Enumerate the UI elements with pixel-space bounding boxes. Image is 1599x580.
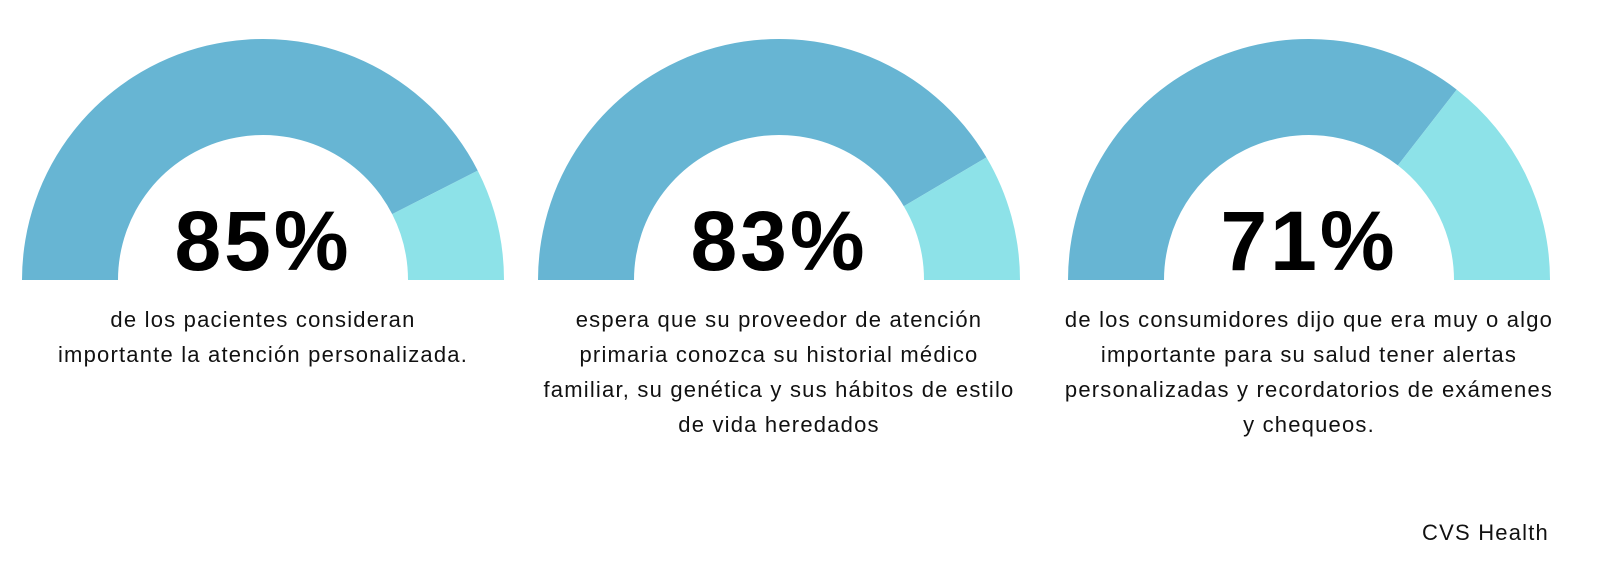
gauge-value-label: 85% bbox=[174, 194, 351, 288]
caption-1: de los pacientes consideran importante l… bbox=[57, 307, 469, 367]
gauge-remaining-arc bbox=[1397, 89, 1550, 281]
caption-3: de los consumidores dijo que era muy o a… bbox=[1064, 307, 1554, 437]
gauge-remaining-arc bbox=[903, 157, 1020, 280]
gauge-remaining-arc bbox=[392, 170, 504, 280]
gauge-value-label: 83% bbox=[690, 194, 867, 288]
gauge-filled-arc bbox=[1068, 39, 1457, 280]
gauge-value-label: 71% bbox=[1220, 194, 1397, 288]
source-label: CVS Health bbox=[1422, 520, 1549, 545]
gauge-filled-arc bbox=[22, 38, 478, 281]
caption-2: espera que su proveedor de atención prim… bbox=[543, 307, 1015, 437]
gauge-filled-arc bbox=[538, 39, 987, 280]
